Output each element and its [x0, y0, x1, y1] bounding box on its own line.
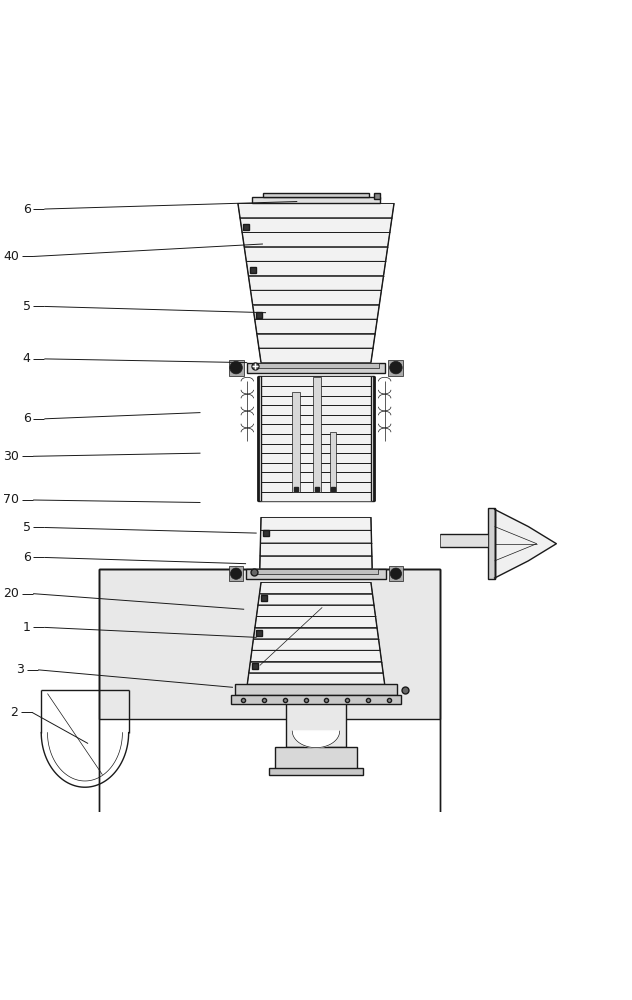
- Bar: [99, 569, 440, 719]
- Text: 1: 1: [23, 621, 30, 634]
- Bar: [269, 768, 363, 775]
- Bar: [263, 193, 369, 197]
- Bar: [229, 566, 243, 581]
- Polygon shape: [261, 376, 371, 386]
- Bar: [235, 684, 397, 695]
- Bar: [231, 695, 401, 704]
- Text: 20: 20: [4, 587, 20, 600]
- Polygon shape: [261, 434, 371, 444]
- Polygon shape: [261, 424, 371, 434]
- Polygon shape: [261, 517, 371, 530]
- Bar: [246, 569, 386, 579]
- Text: 5: 5: [23, 300, 30, 313]
- Text: 70: 70: [3, 493, 20, 506]
- Bar: [488, 508, 495, 579]
- Text: 40: 40: [4, 250, 20, 263]
- Polygon shape: [246, 261, 386, 276]
- Polygon shape: [260, 543, 372, 556]
- Polygon shape: [253, 305, 379, 319]
- Bar: [292, 392, 300, 492]
- Polygon shape: [248, 276, 384, 290]
- Bar: [255, 569, 377, 574]
- Polygon shape: [261, 492, 371, 501]
- Polygon shape: [260, 530, 372, 543]
- Polygon shape: [247, 673, 385, 684]
- Text: 6: 6: [23, 551, 30, 564]
- Polygon shape: [261, 396, 371, 405]
- Bar: [258, 376, 374, 501]
- Bar: [247, 363, 385, 373]
- Polygon shape: [259, 348, 373, 363]
- Polygon shape: [258, 594, 374, 605]
- Polygon shape: [238, 203, 394, 218]
- Polygon shape: [261, 444, 371, 453]
- Polygon shape: [255, 319, 377, 334]
- Circle shape: [391, 568, 401, 579]
- Bar: [389, 566, 403, 581]
- Polygon shape: [261, 415, 371, 424]
- Bar: [313, 377, 321, 492]
- Text: 5: 5: [23, 521, 30, 534]
- Bar: [99, 569, 440, 868]
- Text: 30: 30: [4, 450, 20, 463]
- Bar: [276, 747, 356, 770]
- Polygon shape: [252, 639, 380, 650]
- Polygon shape: [261, 453, 371, 463]
- Polygon shape: [257, 605, 375, 616]
- Bar: [99, 569, 440, 1000]
- Polygon shape: [495, 509, 556, 578]
- Polygon shape: [292, 731, 340, 748]
- Polygon shape: [261, 463, 371, 472]
- Bar: [330, 432, 336, 492]
- Bar: [440, 534, 488, 547]
- Polygon shape: [260, 582, 372, 594]
- Circle shape: [390, 361, 402, 374]
- Bar: [253, 363, 379, 368]
- Text: 6: 6: [23, 412, 30, 425]
- Circle shape: [231, 568, 241, 579]
- Polygon shape: [257, 334, 375, 348]
- Polygon shape: [250, 650, 382, 662]
- Bar: [252, 197, 380, 203]
- Circle shape: [230, 361, 242, 374]
- Polygon shape: [261, 482, 371, 492]
- Polygon shape: [261, 472, 371, 482]
- Polygon shape: [261, 386, 371, 396]
- Text: 6: 6: [23, 203, 30, 216]
- Text: 3: 3: [16, 663, 25, 676]
- Bar: [389, 360, 403, 376]
- Text: 4: 4: [23, 352, 30, 365]
- Polygon shape: [242, 232, 390, 247]
- Polygon shape: [244, 247, 387, 261]
- Polygon shape: [250, 290, 382, 305]
- Bar: [286, 695, 346, 747]
- Polygon shape: [261, 405, 371, 415]
- Polygon shape: [260, 556, 372, 569]
- Text: 2: 2: [10, 706, 18, 719]
- Polygon shape: [255, 616, 377, 628]
- Polygon shape: [240, 218, 392, 232]
- Bar: [229, 360, 243, 376]
- Polygon shape: [249, 662, 383, 673]
- Polygon shape: [253, 628, 379, 639]
